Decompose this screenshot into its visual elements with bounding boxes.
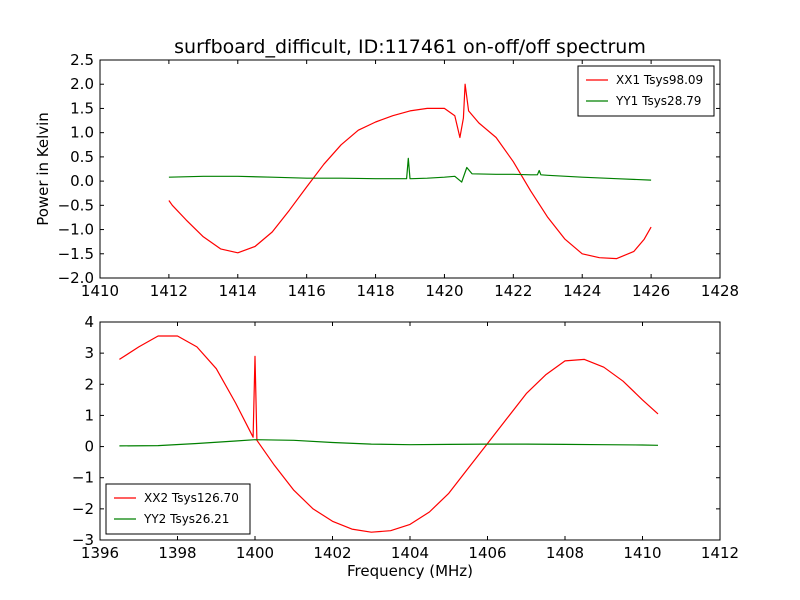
legend-label: YY2 Tsys26.21 [143, 512, 229, 526]
x-tick-label: 1412 [701, 544, 739, 562]
x-tick-label: 1398 [158, 544, 196, 562]
chart-1-title: surfboard_difficult, ID:117461 on-off/of… [174, 36, 646, 58]
y-tick-label: −1.0 [58, 221, 94, 239]
x-tick-label: 1410 [81, 282, 119, 300]
y-tick-label: 3 [84, 344, 94, 362]
y-tick-label: −1.5 [58, 245, 94, 263]
y-tick-label: 1.5 [70, 99, 94, 117]
x-tick-label: 1404 [391, 544, 429, 562]
legend-label: XX1 Tsys98.09 [616, 73, 703, 87]
chart-2-legend: XX2 Tsys126.70 YY2 Tsys26.21 [105, 483, 251, 535]
chart-1-series-2-line [168, 157, 652, 183]
x-tick-label: 1408 [546, 544, 584, 562]
y-tick-label: 2 [84, 375, 94, 393]
x-tick-label: 1402 [313, 544, 351, 562]
chart-2-series-1-line [119, 335, 659, 533]
y-tick-label: 1 [84, 406, 94, 424]
legend-label: YY1 Tsys28.79 [615, 94, 701, 108]
chart-1-y-axis-label: Power in Kelvin [34, 112, 52, 226]
y-tick-label: −3 [72, 531, 94, 549]
chart-1-axes-frame [99, 59, 721, 279]
chart-2-series-2-line [119, 439, 659, 447]
x-tick-label: 1412 [150, 282, 188, 300]
y-tick-label: 4 [84, 313, 94, 331]
x-tick-label: 1420 [425, 282, 463, 300]
x-tick-label: 1396 [81, 544, 119, 562]
chart-2-x-axis-label: Frequency (MHz) [347, 562, 473, 580]
y-tick-label: −0.5 [58, 196, 94, 214]
y-tick-label: −2 [72, 500, 94, 518]
y-tick-label: 0 [84, 438, 94, 456]
x-tick-label: 1410 [623, 544, 661, 562]
x-tick-label: 1414 [219, 282, 257, 300]
y-tick-label: 0.0 [70, 172, 94, 190]
x-tick-label: 1400 [236, 544, 274, 562]
y-tick-label: 2.5 [70, 51, 94, 69]
y-tick-label: −2.0 [58, 269, 94, 287]
chart-2-plot: 1396 1398 1400 1402 1404 1406 1408 1410 1412−3−2… [72, 313, 739, 562]
chart-1-series-1-line [168, 83, 652, 260]
x-tick-label: 1406 [468, 544, 506, 562]
x-tick-label: 1428 [701, 282, 739, 300]
y-tick-label: 1.0 [70, 124, 94, 142]
y-tick-label: 2.0 [70, 75, 94, 93]
y-tick-label: −1 [72, 469, 94, 487]
chart-1-plot: 1410 1412 1414 1416 1418 1420 1422 1424 1426 1428… [58, 51, 740, 300]
legend-label: XX2 Tsys126.70 [144, 491, 239, 505]
x-tick-label: 1426 [632, 282, 670, 300]
x-tick-label: 1418 [356, 282, 394, 300]
x-tick-label: 1424 [563, 282, 601, 300]
chart-1-legend: XX1 Tsys98.09 YY1 Tsys28.79 [577, 65, 715, 117]
y-tick-label: 0.5 [70, 148, 94, 166]
x-tick-label: 1416 [288, 282, 326, 300]
x-tick-label: 1422 [494, 282, 532, 300]
